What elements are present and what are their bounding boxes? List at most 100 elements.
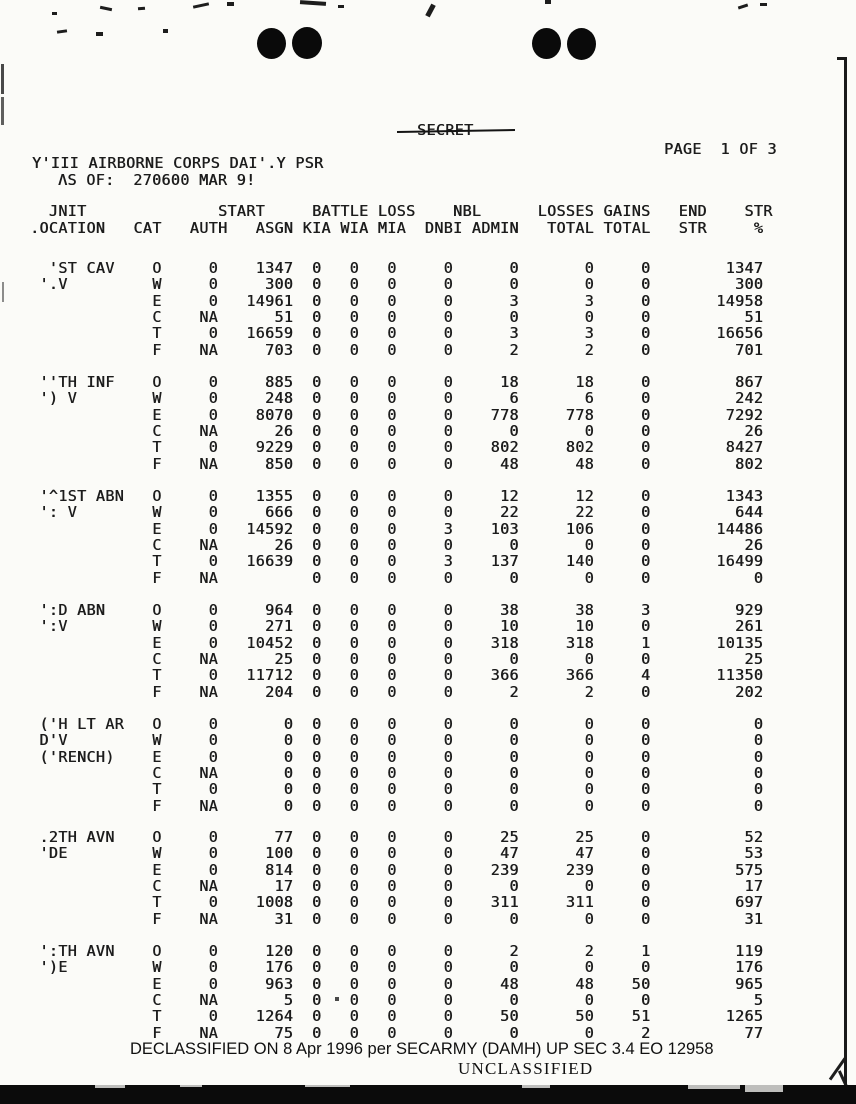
cell-cat: O (152, 373, 162, 391)
cell-kia: 0 (312, 487, 322, 505)
cell-kia: 0 (312, 796, 322, 815)
column-header: WIA (340, 218, 369, 237)
hole-punch-mark (292, 27, 322, 59)
table-row: C NA 26 0 0 0 0 0 0 0 26 (0, 535, 856, 555)
cell-gains-total: 0 (641, 780, 651, 799)
cell-losses-total: 0 (584, 747, 594, 766)
cell-mia: 0 (387, 340, 397, 359)
scan-noise-mark (1, 97, 4, 125)
cell-dnbi: 0 (443, 876, 453, 895)
unit-name: .2TH AVN (39, 828, 115, 846)
cell-admin: 0 (509, 421, 519, 440)
cell-mia: 0 (387, 617, 397, 636)
cell-end-str: 242 (735, 389, 764, 408)
cell-auth: 0 (208, 275, 218, 294)
cell-wia: 0 (349, 747, 359, 766)
cell-cat: C (152, 990, 162, 1009)
cell-gains-total: 0 (641, 747, 651, 766)
cell-gains-total: 0 (641, 307, 651, 326)
cell-gains-total: 50 (631, 974, 651, 993)
cell-kia: 0 (312, 860, 322, 879)
cell-kia: 0 (312, 535, 322, 554)
cell-end-str: 0 (753, 780, 764, 799)
cell-kia: 0 (312, 780, 322, 799)
cell-asgn: 0 (283, 780, 294, 799)
cell-asgn: 120 (265, 942, 294, 960)
cell-kia: 0 (312, 876, 322, 895)
scan-noise-mark (96, 32, 103, 36)
cell-kia: 0 (312, 942, 322, 960)
cell-admin: 18 (500, 373, 519, 391)
cell-dnbi: 0 (443, 828, 453, 846)
cell-auth: NA (199, 796, 218, 815)
cell-end-str: 0 (753, 715, 764, 733)
cell-cat: C (152, 649, 162, 668)
table-header-row: JNIT START BATTLE LOSS NBL LOSSES GAINS END STR (0, 204, 856, 221)
cell-admin: 38 (500, 601, 519, 619)
cell-losses-total: 0 (584, 275, 594, 294)
table-row: C NA 5 0 0 0 0 0 0 0 5 (0, 990, 856, 1010)
cell-dnbi: 0 (443, 405, 453, 424)
cell-kia: 0 (312, 633, 322, 652)
cell-asgn: 1347 (255, 259, 294, 277)
cell-dnbi: 0 (443, 291, 453, 310)
cell-auth: 0 (208, 617, 218, 636)
cell-auth: 0 (208, 666, 218, 685)
cell-kia: 0 (312, 715, 322, 733)
unit-name: ')E (39, 958, 68, 977)
cell-losses-total: 18 (575, 373, 594, 391)
cell-cat: T (152, 552, 162, 571)
cell-auth: 0 (208, 780, 218, 799)
cell-auth: NA (199, 535, 218, 554)
cell-admin: 137 (490, 552, 519, 571)
cell-wia: 0 (349, 780, 359, 799)
table-row: C NA 17 0 0 0 0 0 0 0 17 (0, 876, 856, 896)
table-row: ':V W 0 271 0 0 0 0 10 10 0 261 (0, 619, 856, 636)
cell-wia: 0 (349, 763, 359, 782)
cell-asgn: 10452 (246, 633, 294, 652)
cell-gains-total: 4 (641, 666, 651, 685)
cell-losses-total: 50 (575, 1007, 594, 1026)
table-row: F NA 204 0 0 0 0 2 2 0 202 (0, 682, 856, 702)
cell-admin: 0 (509, 275, 519, 294)
cell-cat: E (152, 519, 162, 538)
page-number: PAGE 1 OF 3 (664, 140, 777, 158)
cell-asgn: 17 (274, 876, 294, 895)
cell-wia: 0 (349, 860, 359, 879)
scan-noise-mark (227, 2, 234, 6)
cell-auth: 0 (208, 487, 218, 505)
cell-mia: 0 (387, 535, 397, 554)
cell-mia: 0 (387, 666, 397, 685)
table-row: ':D ABN O 0 964 0 0 0 0 38 38 3 929 (0, 603, 856, 620)
cell-wia: 0 (349, 1023, 359, 1042)
cell-asgn: 9229 (255, 438, 294, 457)
cell-losses-total: 0 (584, 731, 594, 750)
cell-auth: 0 (208, 828, 218, 846)
cell-auth: 0 (208, 731, 218, 750)
cell-mia: 0 (387, 307, 397, 326)
cell-admin: 0 (509, 990, 519, 1009)
cell-admin: 778 (490, 405, 519, 424)
cell-end-str: 965 (735, 974, 764, 993)
cell-admin: 0 (509, 307, 519, 326)
scan-noise-mark (56, 29, 68, 34)
cell-end-str: 1347 (725, 259, 764, 277)
column-header: ASGN (255, 218, 294, 237)
cell-kia: 0 (312, 617, 322, 636)
cell-gains-total: 0 (641, 715, 651, 733)
cell-gains-total: 0 (641, 275, 651, 294)
cell-dnbi: 0 (443, 860, 453, 879)
column-header: AUTH (189, 218, 228, 237)
cell-asgn: 0 (283, 715, 294, 733)
cell-gains-total: 3 (641, 601, 651, 619)
cell-admin: 0 (509, 715, 519, 733)
cell-kia: 0 (312, 682, 322, 701)
cell-asgn: 0 (283, 731, 294, 750)
table-row: T 0 9229 0 0 0 0 802 802 0 8427 (0, 440, 856, 457)
cell-losses-total: 0 (584, 958, 594, 977)
cell-losses-total: 0 (584, 990, 594, 1009)
cell-cat: T (152, 324, 162, 343)
table-row: E 0 10452 0 0 0 0 318 318 1 10135 (0, 633, 856, 653)
cell-cat: T (152, 893, 162, 912)
cell-gains-total: 0 (641, 454, 651, 473)
